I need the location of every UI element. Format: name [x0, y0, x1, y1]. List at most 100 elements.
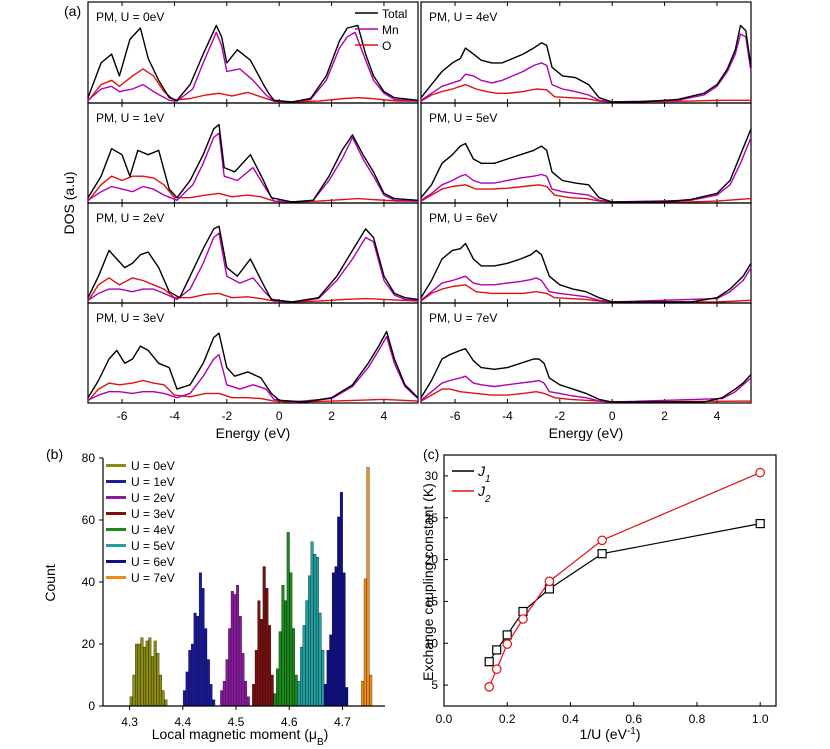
dos-line-total [420, 24, 752, 103]
dos-panel-label: PM, U = 4eV [429, 10, 497, 24]
x-tick-label: 0 [609, 409, 616, 423]
histogram-bar [257, 600, 261, 707]
legend-label: U = 5eV [131, 539, 175, 553]
dos-line-total [87, 24, 419, 103]
dos-line-total [87, 123, 419, 203]
dos-chart: PM, U = 0eV PM, U = 1eV PM, U = 2eV PM, U =… [61, 1, 752, 441]
histogram-bar [262, 566, 266, 707]
dos-line-total [420, 348, 752, 403]
data-point-j2 [518, 614, 528, 624]
histogram-bar [201, 588, 205, 707]
histogram-bar [222, 681, 226, 707]
dos-line-mn [87, 31, 419, 103]
legend-label: U = 2eV [131, 491, 175, 505]
data-point-j2 [491, 664, 502, 674]
dos-panel-frame [420, 302, 752, 404]
x-tick-label: -2 [554, 409, 565, 423]
x-tick-label: 4.7 [334, 715, 351, 729]
series-line-2 [488, 472, 761, 688]
legend-label-mn: Mn [382, 23, 399, 37]
dos-panel-label: PM, U = 6eV [429, 211, 497, 225]
histogram-bar [286, 532, 290, 707]
x-axis-title: Local magnetic moment (μB) [152, 726, 329, 748]
histogram-bar [182, 690, 186, 707]
legend-swatch [106, 512, 126, 515]
dos-panel-frame [87, 302, 419, 404]
histogram-bar [206, 659, 210, 707]
x-tick-label: 4.5 [228, 715, 245, 729]
histogram-bar [313, 553, 317, 707]
histogram-bar [241, 653, 245, 707]
histogram-bar [276, 668, 279, 707]
legend-label: J1 [477, 463, 491, 485]
data-point-j1 [597, 549, 607, 559]
dos-line-mn [87, 232, 419, 303]
x-axis-title: Energy (eV) [216, 425, 291, 441]
histogram-bar [148, 637, 152, 707]
y-tick-label: 20 [82, 637, 96, 651]
dos-panel-label: PM, U = 0eV [96, 10, 164, 24]
panel-label-c: (c) [423, 446, 439, 462]
legend-label: U = 7eV [131, 571, 175, 585]
histogram-bar [198, 572, 202, 707]
histogram-bar [196, 615, 200, 707]
histogram-bar [135, 643, 138, 707]
legend-swatch [106, 480, 126, 483]
dos-panel-label: PM, U = 7eV [429, 311, 497, 325]
histogram-bar [305, 600, 309, 707]
legend-swatch [106, 496, 126, 499]
dos-line-mn [420, 33, 752, 103]
dos-line-mn [87, 335, 419, 403]
x-tick-label: -4 [502, 409, 513, 423]
histogram-bar [190, 643, 194, 707]
y-tick-label: 60 [82, 513, 96, 527]
y-axis-title: Count [42, 564, 58, 601]
histogram-bar [230, 591, 234, 707]
histogram-bar [284, 600, 287, 707]
y-tick-label: 5 [431, 678, 438, 692]
data-point-j2 [597, 535, 607, 546]
dos-line-o [87, 379, 419, 403]
histogram-bar [323, 684, 327, 707]
legend-label-o: O [382, 39, 391, 53]
histogram-bar [137, 643, 141, 707]
dos-panel-label: PM, U = 3eV [96, 311, 164, 325]
histogram-bar [188, 650, 192, 707]
y-tick-label: 40 [82, 575, 96, 589]
histogram-bar [236, 584, 240, 707]
histogram-bar [339, 491, 343, 707]
x-tick-label: 4 [381, 409, 388, 423]
x-tick-label: 4.3 [121, 715, 138, 729]
legend-label-total: Total [382, 7, 407, 21]
histogram-bar [292, 628, 295, 707]
data-point-j1 [502, 630, 512, 640]
histogram-bar [244, 681, 248, 707]
histogram-bar [342, 572, 346, 707]
histogram-bar [265, 588, 269, 707]
dos-panel-label: PM, U = 1eV [96, 111, 164, 125]
y-tick-label: 10 [425, 636, 439, 650]
y-tick-label: 80 [82, 451, 96, 465]
y-tick-label: 30 [425, 469, 439, 483]
histogram-bar [193, 612, 197, 707]
x-axis-title: 1/U (eV-1) [579, 726, 640, 743]
dos-panel-label: PM, U = 5eV [429, 111, 497, 125]
dos-line-o [87, 68, 418, 103]
histogram-bar [329, 634, 333, 707]
histogram-bar [273, 693, 277, 707]
histogram-bar [164, 699, 168, 707]
legend-label: U = 3eV [131, 507, 175, 521]
histogram-bar [318, 612, 322, 707]
y-tick-label: 0 [88, 699, 95, 713]
dos-line-total [420, 242, 752, 303]
histogram-bar [337, 516, 341, 707]
y-axis-title: DOS (a.u) [61, 171, 77, 234]
histogram-bar [159, 674, 162, 707]
legend-swatch [106, 576, 126, 579]
histogram-bar [220, 690, 224, 707]
x-tick-label: 2 [328, 409, 335, 423]
y-tick-label: 15 [425, 594, 439, 608]
histogram-bar [143, 646, 146, 707]
